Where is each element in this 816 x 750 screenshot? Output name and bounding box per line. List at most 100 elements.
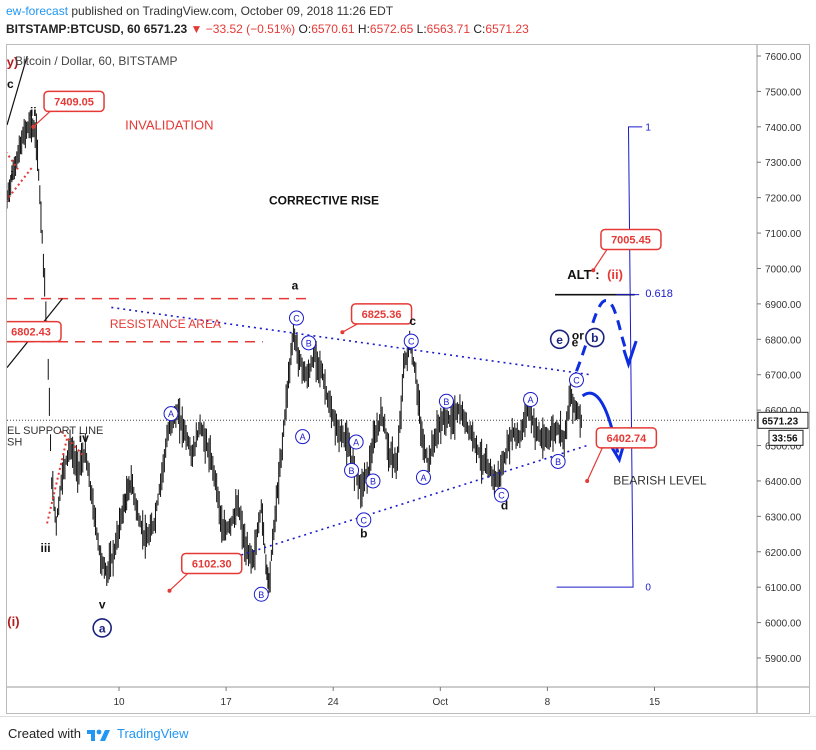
wave-circle-label: e <box>556 333 563 347</box>
y-tick-label: 6200.00 <box>765 548 802 559</box>
wave-circle <box>356 512 372 528</box>
wave-circle <box>348 434 364 450</box>
fib-0-label: 0 <box>645 583 651 594</box>
countdown-value: 33:56 <box>772 433 798 444</box>
red-dotted-channel-lower <box>46 430 85 524</box>
tradingview-logo-icon[interactable] <box>86 725 112 743</box>
price-box-point <box>31 124 36 129</box>
fib-618-label: 0.618 <box>645 288 673 300</box>
price-change: −33.52 (−0.51%) <box>205 22 296 36</box>
down-triangle-icon: ▼ <box>190 22 203 36</box>
bearish-level-label: BEARISH LEVEL <box>613 473 707 487</box>
alt-ii-label: (ii) <box>607 267 623 282</box>
wave-label: (y) <box>7 55 18 70</box>
wave-label: v <box>99 597 106 611</box>
ohlc-values: O:6570.61 H:6572.65 L:6563.71 C:6571.23 <box>298 22 529 36</box>
alt-label: ALT : <box>567 267 599 282</box>
footer: Created with TradingView <box>0 716 816 750</box>
price-box-label: 6402.74 <box>606 433 647 445</box>
publisher-link[interactable]: ew-forecast <box>6 4 69 18</box>
wave-circle-label: C <box>573 376 580 386</box>
tradingview-brand-link[interactable]: TradingView <box>117 726 189 741</box>
chart-area[interactable]: 7409.05 7005.45 6825.36 6802.43 6402.74 6102.… <box>6 44 810 714</box>
symbol-name: BITSTAMP:BTCUSD, 60 <box>6 22 141 36</box>
y-tick-label: 6300.00 <box>765 512 802 523</box>
countdown-badge <box>768 429 804 446</box>
wave-circle-label: B <box>443 397 449 407</box>
support-line-label-2: SH <box>7 437 22 449</box>
wave-circle <box>365 473 381 489</box>
wave-circle-label: B <box>306 338 312 348</box>
or-label: or <box>572 328 584 342</box>
price-box-leader <box>32 110 51 128</box>
open-value: 6570.61 <box>311 22 355 36</box>
price-box-label: 7409.05 <box>54 96 94 108</box>
x-tick-label: 8 <box>545 697 551 708</box>
price-box-point <box>591 268 596 273</box>
x-tick-label: 15 <box>649 697 661 708</box>
wave-circle <box>253 586 269 602</box>
wave-circle-label: A <box>528 395 534 405</box>
red-dotted-channel-top <box>7 151 19 170</box>
close-value: 6571.23 <box>485 22 529 36</box>
wave-circle-label: b <box>591 331 598 345</box>
price-box-point <box>167 588 172 593</box>
symbol-info: BITSTAMP:BTCUSD, 60 6571.23 ▼ −33.52 (−0… <box>6 22 529 36</box>
wave-circle <box>92 618 112 638</box>
y-tick-label: 7200.00 <box>765 194 802 205</box>
wave-circle-label: A <box>168 409 174 419</box>
published-text: published on TradingView.com, October 09… <box>71 4 394 18</box>
wave-circle <box>438 393 454 409</box>
symbol-price: 6571.23 <box>143 22 188 36</box>
wave-circle <box>549 329 570 350</box>
corrective-rise-label: CORRECTIVE RISE <box>269 194 379 208</box>
triangle-lower-line <box>195 444 588 571</box>
plot-layer: 7409.05 7005.45 6825.36 6802.43 6402.74 6102.… <box>7 55 757 638</box>
wave-label: i <box>10 169 13 183</box>
invalidation-label: INVALIDATION <box>125 118 213 133</box>
candles <box>7 110 582 593</box>
price-box-label: 6102.30 <box>192 559 232 571</box>
price-box <box>350 303 413 325</box>
price-box <box>180 552 243 575</box>
wave-label: b <box>360 527 367 541</box>
wave-circle-label: C <box>498 491 505 501</box>
wave-label: ii <box>30 105 37 119</box>
wave-circle <box>494 487 509 503</box>
wave-circle <box>403 333 419 349</box>
wave-circle-label: A <box>353 437 359 447</box>
price-box <box>43 90 105 113</box>
resistance-area-label: RESISTANCE AREA <box>110 317 221 331</box>
wave-label: c <box>409 314 416 328</box>
wave-label: d <box>501 498 508 512</box>
y-tick-label: 7100.00 <box>765 229 802 240</box>
high-value: 6572.65 <box>369 22 414 36</box>
y-tick-label: 6900.00 <box>765 300 802 311</box>
wave-circle <box>301 335 317 351</box>
price-box-label: 6825.36 <box>362 309 402 321</box>
price-chart[interactable]: 7409.05 7005.45 6825.36 6802.43 6402.74 6102.… <box>7 45 809 713</box>
y-tick-label: 5900.00 <box>765 654 802 665</box>
fib-1-label: 1 <box>645 122 651 133</box>
price-box <box>600 228 662 251</box>
x-tick-label: 17 <box>221 697 233 708</box>
y-tick-label: 6600.00 <box>765 406 802 417</box>
wave-circle-label: A <box>300 432 306 442</box>
chart-title: Bitcoin / Dollar, 60, BITSTAMP <box>15 54 178 68</box>
wave-label: e <box>572 335 579 349</box>
publish-header: ew-forecast published on TradingView.com… <box>0 0 816 44</box>
wave-circle <box>550 453 566 469</box>
wave-circle-label: B <box>258 590 264 600</box>
alt-arrow-head <box>622 340 638 369</box>
last-price-badge <box>757 411 809 429</box>
wave-circle-label: B <box>349 466 355 476</box>
x-tick-label: Oct <box>433 697 449 708</box>
wave-circle-label: a <box>99 621 106 635</box>
wave-circle-label: A <box>420 473 426 483</box>
wave-circle <box>585 327 605 348</box>
price-box-leader <box>342 323 358 333</box>
price-box-label: 6802.43 <box>11 327 51 339</box>
wave-circle-label: C <box>361 515 368 525</box>
price-box <box>595 427 658 449</box>
wave-circle-label: B <box>555 457 561 467</box>
